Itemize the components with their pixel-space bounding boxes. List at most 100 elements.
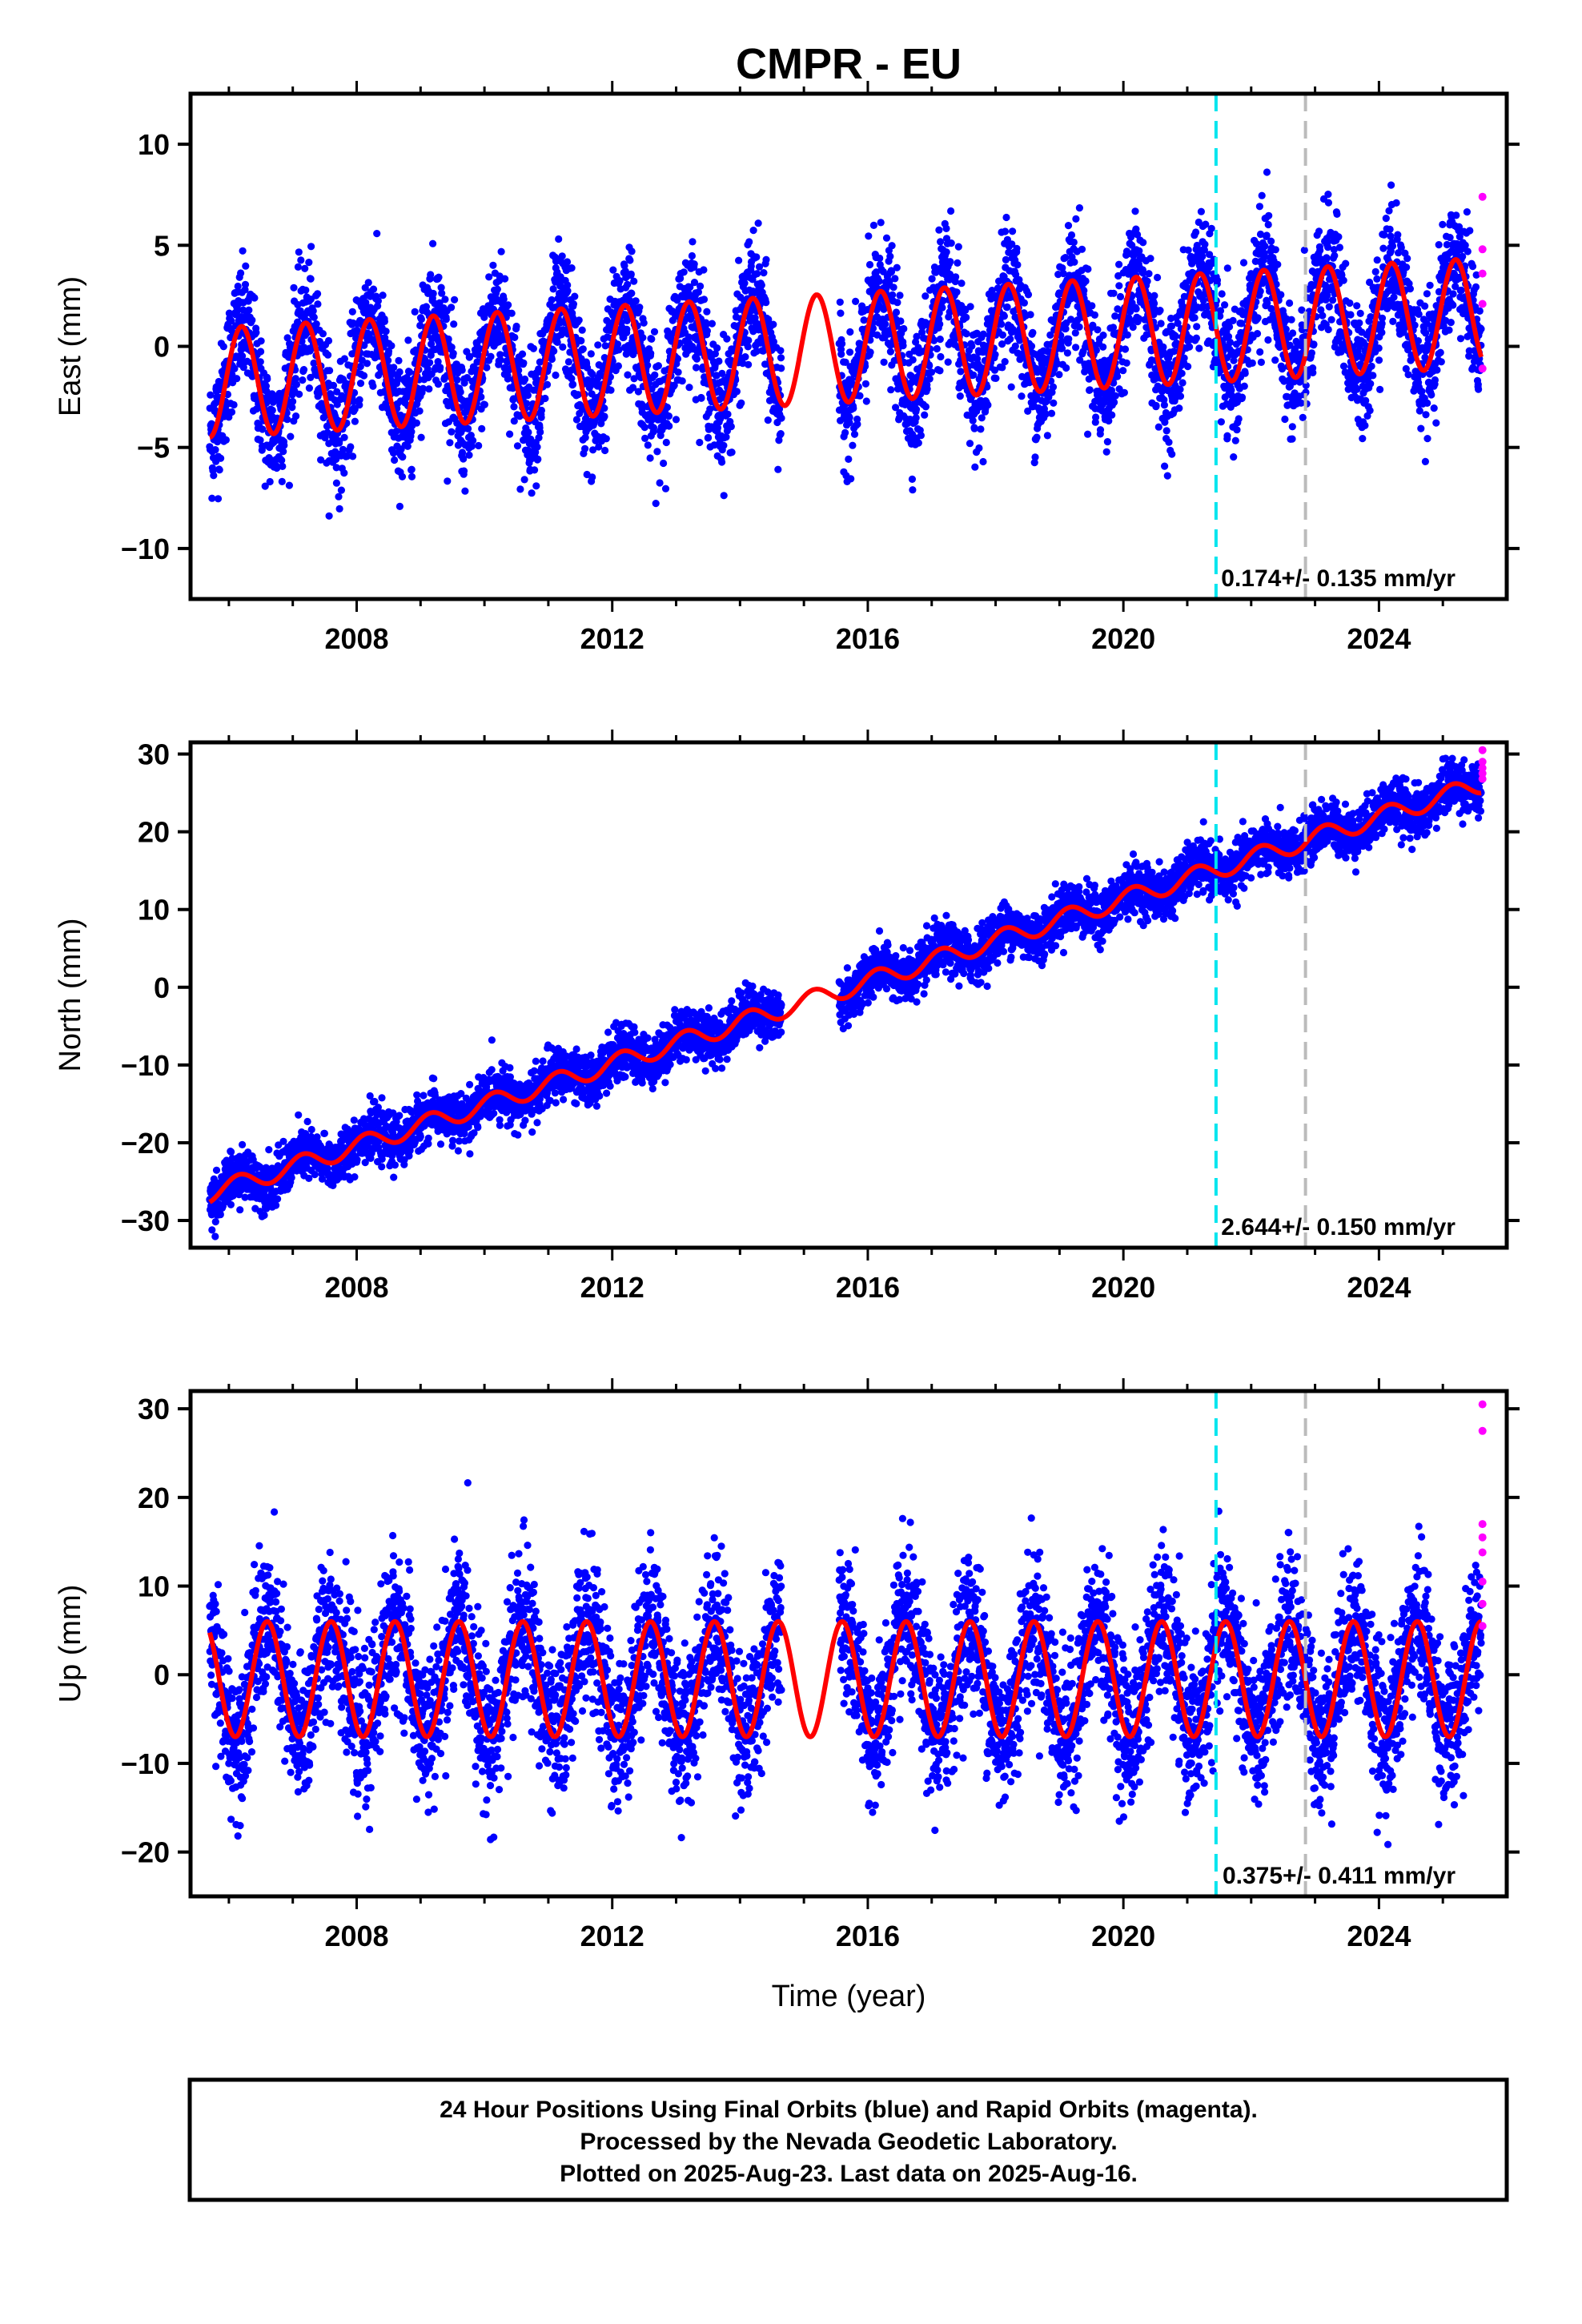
- data-point: [581, 433, 589, 442]
- data-point: [665, 422, 673, 430]
- data-point: [285, 481, 293, 489]
- data-point: [1026, 311, 1034, 319]
- data-point: [865, 260, 874, 269]
- data-point: [257, 337, 265, 345]
- data-point: [921, 292, 930, 300]
- data-point: [1121, 345, 1130, 353]
- data-point: [720, 441, 728, 449]
- data-point: [1131, 207, 1139, 215]
- data-point: [532, 482, 540, 490]
- data-point: [1253, 330, 1262, 338]
- data-point: [1103, 438, 1111, 446]
- data-point: [875, 277, 883, 285]
- data-point: [690, 260, 698, 268]
- data-point: [434, 380, 443, 388]
- data-point: [417, 433, 425, 441]
- data-point: [921, 403, 930, 411]
- data-point: [317, 456, 325, 464]
- data-point: [518, 350, 527, 358]
- data-point: [524, 428, 532, 436]
- data-point: [968, 342, 976, 350]
- data-point: [294, 263, 302, 271]
- data-point: [1116, 292, 1125, 301]
- data-point: [1231, 436, 1239, 444]
- data-point: [1120, 388, 1128, 396]
- data-point: [1239, 259, 1248, 267]
- data-point: [1254, 314, 1262, 322]
- data-point: [511, 333, 519, 341]
- data-point: [1018, 392, 1026, 400]
- data-point: [307, 243, 315, 251]
- data-point: [909, 486, 917, 494]
- data-point: [399, 453, 407, 461]
- data-point: [1047, 409, 1056, 417]
- data-point: [1289, 329, 1297, 337]
- data-point: [496, 356, 504, 364]
- data-point: [654, 362, 663, 370]
- data-point: [1201, 240, 1209, 248]
- data-point: [1075, 204, 1083, 212]
- data-point: [363, 360, 371, 368]
- data-point: [1165, 438, 1173, 446]
- data-point: [380, 317, 388, 325]
- data-point: [998, 320, 1006, 328]
- data-point: [749, 227, 757, 235]
- data-point: [1339, 362, 1348, 370]
- data-point: [257, 348, 265, 356]
- data-point: [937, 238, 945, 246]
- data-point: [1086, 386, 1094, 394]
- data-point: [520, 476, 528, 484]
- data-point: [1145, 270, 1153, 278]
- data-point: [966, 440, 974, 448]
- data-point: [500, 296, 508, 304]
- data-point: [373, 230, 381, 238]
- data-point: [259, 425, 267, 433]
- data-point: [1376, 385, 1384, 393]
- data-point: [672, 416, 681, 424]
- data-point: [234, 282, 242, 291]
- data-point: [937, 352, 945, 361]
- data-point: [335, 493, 343, 501]
- data-point: [744, 343, 752, 351]
- data-point: [487, 352, 495, 360]
- data-point: [678, 377, 686, 385]
- data-point: [1310, 340, 1318, 348]
- data-point: [720, 492, 728, 500]
- data-point: [310, 313, 318, 321]
- data-point: [594, 341, 602, 349]
- data-point: [1110, 398, 1118, 406]
- data-point: [1152, 401, 1160, 410]
- data-point: [1088, 302, 1096, 310]
- data-point: [1267, 237, 1275, 245]
- data-point: [1013, 244, 1021, 252]
- data-point: [1063, 349, 1071, 357]
- data-point: [1161, 462, 1169, 470]
- data-point: [880, 358, 888, 366]
- data-point: [952, 273, 960, 281]
- data-point: [396, 502, 404, 511]
- data-point: [1371, 267, 1379, 275]
- data-point: [694, 288, 703, 296]
- data-point: [769, 320, 777, 328]
- data-point: [412, 419, 421, 427]
- data-point: [1378, 328, 1386, 336]
- data-point: [324, 351, 332, 359]
- data-point: [661, 485, 670, 493]
- data-point: [483, 364, 491, 372]
- data-point: [724, 410, 732, 418]
- data-point: [382, 328, 390, 336]
- data-point: [897, 317, 905, 325]
- data-point: [476, 344, 484, 353]
- data-point: [957, 368, 965, 376]
- data-point: [425, 385, 433, 393]
- data-point: [319, 330, 327, 338]
- data-point: [510, 417, 518, 425]
- data-point: [256, 358, 264, 366]
- data-point: [315, 337, 323, 346]
- data-point: [473, 358, 481, 366]
- data-point: [765, 316, 773, 324]
- data-point: [329, 381, 338, 389]
- data-point: [219, 343, 227, 351]
- data-point: [1325, 303, 1333, 311]
